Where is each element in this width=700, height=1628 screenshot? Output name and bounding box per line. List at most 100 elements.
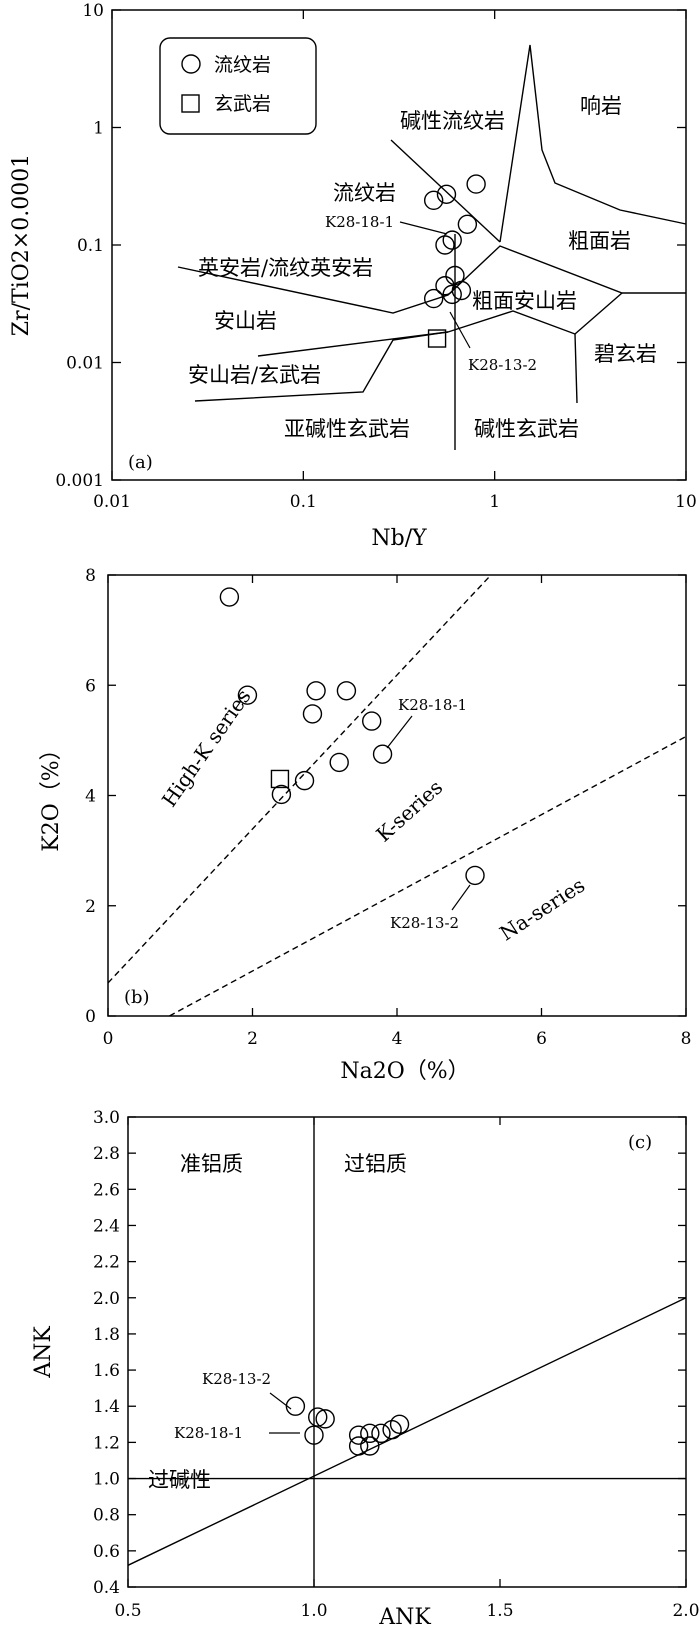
field-boundary-line (390, 139, 501, 243)
field-label-k-series: K-series (371, 775, 447, 847)
panel-c-ank-chart: 准铝质 过铝质 过碱性 K28-13-2 K28-18-1 (c) 0.5 1.0… (31, 1108, 700, 1628)
series-boundary-dashed-line (169, 735, 687, 1017)
panel-c-label: (c) (628, 1132, 652, 1153)
x-tick-label: 1 (489, 492, 500, 512)
x-tick-label: 0 (103, 1029, 114, 1049)
panel-c-frame (127, 1116, 687, 1588)
sample-data-point (271, 784, 292, 805)
y-tick-label: 1.2 (93, 1433, 120, 1453)
panel-c-boundaries (127, 1117, 687, 1587)
y-tick-label: 10 (82, 1, 104, 21)
sample-data-point (304, 1425, 324, 1445)
sample-data-point (219, 587, 240, 607)
sample-data-point (348, 1436, 369, 1456)
legend-box (159, 37, 317, 135)
panel-a-data-points (423, 174, 486, 348)
legend-square-marker (181, 94, 200, 113)
legend-label-basalt: 玄武岩 (214, 93, 271, 115)
x-tick-label: 1.5 (486, 1601, 513, 1621)
panel-c-data-points (285, 1396, 410, 1456)
field-label-subalkaline-basalt: 亚碱性玄武岩 (284, 417, 410, 441)
sample-data-point (329, 752, 349, 773)
y-tick-label: 4 (85, 787, 96, 807)
annotation-k28-18-1-c: K28-18-1 (174, 1424, 243, 1442)
y-tick-label: 6 (85, 676, 96, 696)
y-tick-label: 0.6 (93, 1542, 120, 1562)
y-tick-label: 2.0 (93, 1289, 120, 1309)
rhyolite-data-point (457, 214, 478, 235)
panel-a-x-axis-label: Nb/Y (371, 526, 427, 551)
boundary-line (127, 1297, 687, 1566)
x-tick-label: 2.0 (672, 1601, 699, 1621)
field-label-rhyolite: 流纹岩 (333, 181, 396, 205)
panel-c-ticks: 0.5 1.0 1.5 2.0 0.4 0.6 0.8 1.0 1.2 1.4 1.6 1.8 2.0 2… (93, 1108, 700, 1621)
basalt-data-point (427, 329, 447, 348)
y-tick-label: 1 (93, 119, 104, 139)
y-tick-label: 3.0 (93, 1108, 120, 1128)
x-tick-label: 0.5 (114, 1601, 141, 1621)
sample-data-point (372, 744, 393, 764)
panel-c-x-axis-label: ANK (378, 1605, 431, 1628)
legend-circle-marker (181, 54, 201, 74)
field-label-trachyte: 粗面岩 (568, 229, 631, 253)
x-tick-label: 4 (392, 1029, 403, 1049)
field-boundary-line (177, 245, 686, 314)
x-tick-label: 1.0 (300, 1601, 327, 1621)
annotation-leader-k28-13-2-c (269, 1392, 292, 1410)
sample-data-point (302, 704, 323, 724)
annotation-leader-k28-13-2-a (449, 311, 471, 349)
field-label-trachyandesite: 粗面安山岩 (472, 289, 577, 313)
basalt-data-point (270, 769, 290, 789)
panel-a-classification-chart: 流纹岩 玄武岩 响岩 碱性流纹岩 流纹岩 粗面岩 英安岩/流纹英安岩 粗面安山岩… (9, 1, 697, 551)
rhyolite-data-point (451, 280, 472, 301)
field-label-andesite-basalt: 安山岩/玄武岩 (188, 363, 321, 387)
sample-data-point (348, 1425, 369, 1445)
field-label-andesite: 安山岩 (214, 309, 277, 333)
x-tick-label: 10 (675, 492, 697, 512)
sample-data-point (308, 1407, 328, 1427)
sample-data-point (294, 770, 315, 791)
field-label-high-k-series: High-K series (157, 685, 256, 812)
sample-data-point (382, 1420, 402, 1440)
field-label-na-series: Na-series (495, 873, 589, 946)
rhyolite-data-point (423, 288, 444, 309)
x-tick-label: 2 (247, 1029, 258, 1049)
legend-label-rhyolite: 流纹岩 (214, 54, 271, 76)
panel-b-data-points (219, 587, 485, 886)
series-boundary-dashed-line (107, 574, 492, 984)
field-boundary-line (574, 333, 578, 404)
field-label-basanite: 碧玄岩 (594, 342, 657, 366)
field-label-peraluminous: 过铝质 (344, 1152, 407, 1176)
y-tick-label: 1.4 (93, 1397, 120, 1417)
rhyolite-data-point (436, 184, 457, 205)
x-tick-label: 6 (536, 1029, 547, 1049)
panel-a-field-boundaries (177, 44, 687, 450)
sample-data-point (336, 681, 357, 701)
sample-data-point (315, 1409, 335, 1429)
annotation-k28-18-1-b: K28-18-1 (398, 696, 467, 714)
x-tick-label: 8 (681, 1029, 692, 1049)
annotation-k28-13-2-c: K28-13-2 (202, 1370, 271, 1388)
y-tick-label: 0.01 (66, 354, 104, 374)
panel-b-x-axis-label: Na2O（%） (340, 1059, 469, 1084)
annotation-leader-k28-18-1-a (399, 221, 448, 235)
y-tick-label: 0.001 (55, 471, 104, 491)
y-tick-label: 8 (85, 566, 96, 586)
y-tick-label: 2 (85, 897, 96, 917)
sample-data-point (237, 685, 258, 705)
panel-b-y-axis-label: K2O（%） (39, 738, 64, 851)
field-boundary-line (499, 44, 687, 243)
y-tick-label: 2.6 (93, 1180, 120, 1200)
rhyolite-data-point (435, 235, 455, 255)
y-tick-label: 2.2 (93, 1253, 120, 1273)
annotation-leader-k28-18-1-b (386, 715, 413, 749)
y-tick-label: 1.8 (93, 1325, 120, 1345)
y-tick-label: 0.8 (93, 1506, 120, 1526)
panel-b-ticks: 0 2 4 6 8 0 2 4 6 8 (85, 566, 691, 1049)
field-label-peralkaline: 过碱性 (148, 1468, 211, 1492)
panel-a-y-axis-label: Zr/TiO2×0.0001 (9, 154, 34, 336)
y-tick-label: 0.4 (93, 1578, 120, 1598)
field-label-metaluminous: 准铝质 (180, 1152, 243, 1176)
